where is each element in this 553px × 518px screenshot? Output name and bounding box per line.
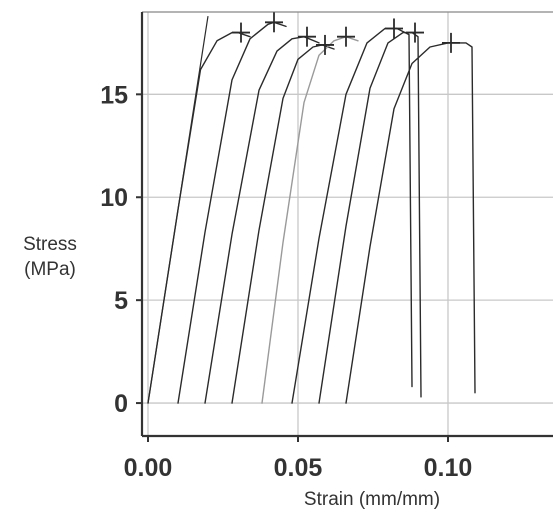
y-tick-label: 15: [100, 81, 128, 109]
stress-strain-curve-3: [204, 36, 320, 404]
x-axis-label: Strain (mm/mm): [304, 489, 440, 510]
stress-strain-curve-4: [231, 44, 335, 404]
y-tick-label: 0: [114, 390, 128, 418]
y-tick-label: 10: [100, 184, 128, 212]
x-tick-label: 0.00: [124, 454, 173, 482]
series-layer: [147, 16, 476, 404]
grid-layer: [142, 11, 553, 436]
stress-strain-curve-7: [318, 31, 422, 404]
tick-layer: 0 5 10 15 0.00 0.05 0.10: [100, 81, 472, 482]
stress-strain-curve-8: [345, 42, 476, 404]
stress-strain-curve-5: [261, 36, 359, 404]
y-axis-label-line2: (MPa): [24, 259, 76, 280]
stress-strain-curve-6: [291, 27, 413, 404]
y-tick-label: 5: [114, 287, 128, 315]
y-axis-label-line1: Stress: [23, 234, 77, 255]
linear-fit-line-1: [147, 16, 209, 404]
failure-marker-layer: [232, 12, 460, 55]
x-tick-label: 0.10: [424, 454, 473, 482]
x-tick-label: 0.05: [274, 454, 323, 482]
